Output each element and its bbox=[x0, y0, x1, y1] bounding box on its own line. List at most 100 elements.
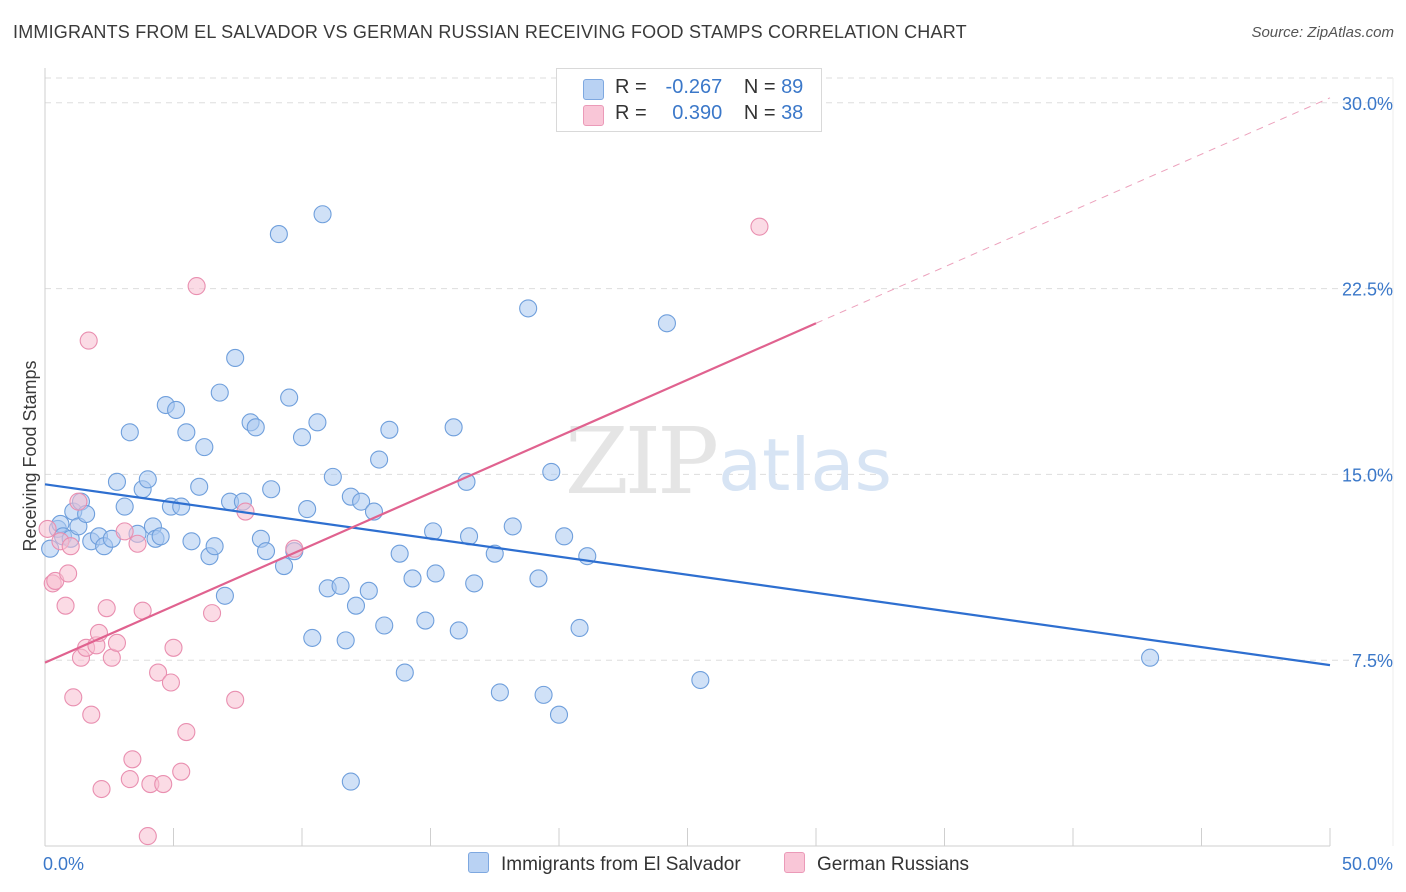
y-axis-title: Receiving Food Stamps bbox=[20, 360, 40, 551]
source-note: Source: ZipAtlas.com bbox=[1251, 24, 1394, 41]
el-salvador-point bbox=[262, 480, 281, 499]
el-salvador-point bbox=[542, 462, 561, 481]
german-russian-point bbox=[177, 722, 196, 742]
el-salvador-point bbox=[115, 497, 134, 516]
german-russian-point bbox=[59, 564, 78, 583]
el-salvador-point bbox=[465, 574, 484, 593]
bottom-legend-german-russians: German Russians bbox=[784, 852, 969, 876]
el-salvador-point bbox=[195, 438, 214, 457]
el-salvador-point bbox=[205, 537, 224, 556]
el-salvador-point bbox=[359, 581, 378, 600]
el-salvador-point bbox=[555, 527, 574, 546]
el-salvador-point bbox=[107, 472, 127, 491]
watermark: ZIP atlas bbox=[565, 408, 892, 515]
bottom-legend-label: Immigrants from El Salvador bbox=[501, 854, 741, 875]
el-salvador-point bbox=[226, 348, 245, 367]
german-russian-point bbox=[69, 492, 88, 511]
german-russian-point bbox=[61, 537, 80, 556]
watermark-zip: ZIP bbox=[565, 408, 716, 515]
grid-lines bbox=[45, 77, 1394, 846]
german-russian-trend-extension bbox=[815, 97, 1331, 324]
german-russian-point bbox=[123, 750, 142, 769]
el-salvador-point bbox=[657, 314, 676, 333]
el-salvador-point bbox=[167, 400, 186, 420]
german-russian-point bbox=[149, 663, 168, 682]
german-russian-point bbox=[750, 217, 769, 236]
x-tick-label: 50.0% bbox=[1342, 854, 1393, 874]
el-salvador-point bbox=[120, 423, 139, 442]
german-russian-point bbox=[138, 827, 157, 846]
bottom-legend-el-salvador: Immigrants from El Salvador bbox=[468, 852, 741, 876]
el-salvador-point bbox=[490, 683, 509, 702]
german-russian-point bbox=[56, 596, 75, 615]
y-tick-label: 7.5% bbox=[1352, 651, 1393, 671]
el-salvador-point bbox=[380, 420, 399, 439]
el-salvador-point bbox=[215, 586, 234, 605]
el-salvador-point bbox=[292, 428, 312, 447]
legend-r-label: R = bbox=[615, 76, 647, 98]
german-russian-point bbox=[38, 519, 57, 538]
el-salvador-point bbox=[519, 299, 538, 318]
el-salvador-point bbox=[303, 628, 322, 647]
el-salvador-point bbox=[336, 631, 355, 650]
el-salvador-point bbox=[177, 423, 196, 442]
y-tick-label: 22.5% bbox=[1342, 280, 1393, 300]
el-salvador-point bbox=[485, 544, 504, 563]
el-salvador-point bbox=[298, 500, 317, 519]
el-salvador-point bbox=[529, 569, 548, 588]
y-tick-label: 30.0% bbox=[1342, 94, 1393, 114]
axes bbox=[44, 68, 1331, 847]
el-salvador-point bbox=[444, 418, 463, 437]
el-salvador-point bbox=[256, 542, 276, 561]
correlation-legend: R = -0.267 N = 89 R = 0.390 N = 38 bbox=[556, 68, 822, 132]
el-salvador-point bbox=[375, 616, 394, 635]
el-salvador-point bbox=[210, 383, 229, 402]
el-salvador-point bbox=[323, 467, 342, 486]
el-salvador-point bbox=[395, 663, 414, 682]
german-russian-point bbox=[64, 688, 83, 707]
german-russian-point bbox=[161, 673, 180, 692]
el-salvador-point bbox=[390, 544, 409, 563]
german-russian-point bbox=[226, 690, 245, 709]
el-salvador-point bbox=[308, 413, 327, 432]
german-russian-point bbox=[172, 762, 191, 781]
el-salvador-point bbox=[331, 576, 350, 595]
el-salvador-point bbox=[691, 670, 710, 690]
el-salvador-point bbox=[503, 517, 522, 536]
german-russian-point bbox=[128, 534, 147, 553]
el-salvador-point bbox=[534, 685, 553, 704]
german-russian-point bbox=[79, 331, 98, 350]
german-russian-point bbox=[92, 779, 111, 799]
german-russian-trend-line bbox=[44, 322, 817, 664]
bottom-legend-swatch-blue bbox=[468, 852, 489, 873]
el-salvador-point bbox=[549, 705, 569, 724]
chart-title: IMMIGRANTS FROM EL SALVADOR VS GERMAN RU… bbox=[13, 22, 967, 42]
german-russian-point bbox=[115, 522, 134, 541]
legend-swatch-blue bbox=[583, 79, 604, 100]
tick-labels: 7.5% 15.0% 22.5% 30.0% 0.0% 50.0% bbox=[43, 94, 1393, 874]
german-russian-point bbox=[82, 705, 101, 724]
el-salvador-point bbox=[172, 497, 191, 516]
trend-lines bbox=[44, 97, 1331, 667]
el-salvador-point bbox=[280, 388, 299, 407]
german-russian-point bbox=[164, 638, 183, 657]
legend-n-value: 89 bbox=[781, 76, 804, 98]
german-russian-point bbox=[107, 633, 127, 652]
legend-r-value: -0.267 bbox=[665, 76, 723, 98]
legend-n-value: 38 bbox=[781, 102, 804, 124]
bottom-legend-swatch-pink bbox=[784, 852, 805, 873]
legend-n-label: N = bbox=[743, 102, 776, 124]
el-salvador-point bbox=[449, 621, 468, 640]
el-salvador-point bbox=[370, 450, 389, 469]
german-russian-point bbox=[187, 277, 206, 296]
legend-r-label: R = bbox=[615, 102, 647, 124]
el-salvador-point bbox=[346, 596, 366, 615]
el-salvador-point bbox=[246, 418, 265, 437]
el-salvador-point bbox=[416, 611, 435, 630]
data-points bbox=[38, 205, 1160, 846]
el-salvador-point bbox=[151, 527, 170, 546]
watermark-atlas: atlas bbox=[718, 423, 892, 507]
el-salvador-trend-line bbox=[44, 483, 1331, 667]
el-salvador-point bbox=[352, 492, 371, 511]
